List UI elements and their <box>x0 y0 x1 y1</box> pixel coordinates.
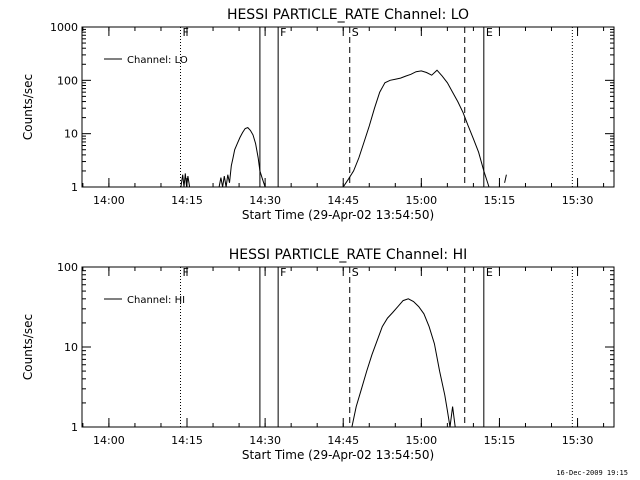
y-tick-label: 100 <box>57 261 78 274</box>
x-tick-label: 14:30 <box>249 194 281 207</box>
marker-label: F <box>183 266 189 279</box>
x-axis-label: Start Time (29-Apr-02 13:54:50) <box>242 448 434 462</box>
y-tick-label: 10 <box>64 128 78 141</box>
panel-hi: HESSI PARTICLE_RATE Channel: HI F F S E 1 10 10… <box>21 247 615 462</box>
marker-label: F <box>280 26 286 39</box>
series-line <box>218 127 266 188</box>
panel-lo: HESSI PARTICLE_RATE Channel: LO F F S E 1 10 10… <box>21 7 615 222</box>
x-tick-label: 14:15 <box>171 434 203 447</box>
x-tick-label: 14:45 <box>327 194 359 207</box>
timestamp-footer: 16-Dec-2009 19:15 <box>556 469 628 477</box>
y-axis-label: Counts/sec <box>21 74 35 140</box>
plot-frame <box>81 266 615 428</box>
x-axis-label: Start Time (29-Apr-02 13:54:50) <box>242 208 434 222</box>
x-tick-label: 15:15 <box>484 194 516 207</box>
x-tick-label: 15:30 <box>562 194 594 207</box>
y-tick-label: 100 <box>57 74 78 87</box>
marker-label: F <box>183 26 189 39</box>
legend-entry: Channel: HI <box>127 295 185 306</box>
marker-label: E <box>486 26 493 39</box>
x-tick-label: 15:30 <box>562 434 594 447</box>
y-tick-label: 1000 <box>50 21 78 34</box>
legend-entry: Channel: LO <box>127 55 188 66</box>
x-tick-label: 15:00 <box>405 434 437 447</box>
x-tick-label: 15:15 <box>484 434 516 447</box>
y-axis-label: Counts/sec <box>21 314 35 380</box>
series-line <box>180 173 191 188</box>
chart-title: HESSI PARTICLE_RATE Channel: LO <box>227 7 469 23</box>
plot-frame <box>81 26 615 188</box>
series-line <box>351 298 458 428</box>
y-tick-label: 1 <box>71 421 78 434</box>
marker-label: S <box>352 26 359 39</box>
y-tick-label: 1 <box>71 181 78 194</box>
series-line <box>504 174 507 183</box>
y-tick-label: 10 <box>64 341 78 354</box>
x-tick-label: 15:00 <box>405 194 437 207</box>
x-tick-label: 14:15 <box>171 194 203 207</box>
marker-label: F <box>280 266 286 279</box>
x-tick-label: 14:00 <box>93 194 125 207</box>
x-tick-label: 14:30 <box>249 434 281 447</box>
x-tick-label: 14:00 <box>93 434 125 447</box>
series-line <box>342 69 490 188</box>
x-tick-label: 14:45 <box>327 434 359 447</box>
marker-label: E <box>486 266 493 279</box>
marker-label: S <box>352 266 359 279</box>
chart-title: HESSI PARTICLE_RATE Channel: HI <box>229 247 467 263</box>
